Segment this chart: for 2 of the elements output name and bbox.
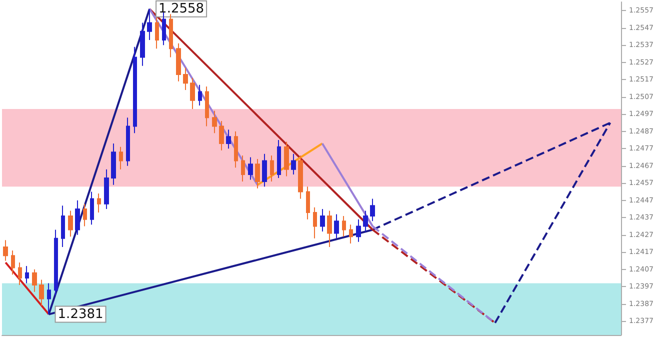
data-label: 1.2558 — [158, 1, 204, 16]
data-label: 1.2381 — [58, 306, 104, 322]
